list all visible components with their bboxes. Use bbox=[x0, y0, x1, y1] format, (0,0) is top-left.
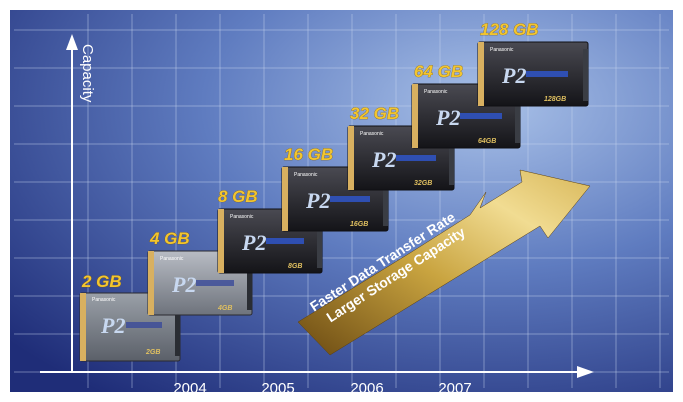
card-connector bbox=[317, 216, 322, 268]
capacity-label-32gb: 32 GB bbox=[350, 104, 399, 123]
p2-logo: P2 bbox=[435, 105, 460, 130]
card-gold-edge bbox=[148, 251, 154, 315]
card-gold-edge bbox=[412, 84, 418, 148]
card-size-mark: 128GB bbox=[544, 96, 566, 103]
card-stripe bbox=[196, 280, 234, 286]
capacity-label-128gb: 128 GB bbox=[480, 20, 539, 39]
x-axis-arrowhead bbox=[577, 366, 594, 378]
card-size-mark: 8GB bbox=[288, 263, 302, 270]
card-brand: Panasonic bbox=[360, 131, 384, 137]
card-brand: Panasonic bbox=[92, 297, 116, 303]
p2-logo: P2 bbox=[100, 313, 125, 338]
memory-cards: Panasonic P2 2GB 2 GB Panasonic P2 4GB 4… bbox=[79, 20, 589, 362]
capacity-label-2gb: 2 GB bbox=[81, 272, 122, 291]
card-brand: Panasonic bbox=[490, 47, 514, 53]
card-brand: Panasonic bbox=[294, 172, 318, 178]
p2-logo: P2 bbox=[371, 147, 396, 172]
capacity-label-64gb: 64 GB bbox=[414, 62, 463, 81]
card-connector bbox=[583, 49, 588, 101]
card-brand: Panasonic bbox=[230, 214, 254, 220]
capacity-label-16gb: 16 GB bbox=[284, 145, 333, 164]
card-size-mark: 4GB bbox=[217, 305, 232, 312]
axes bbox=[40, 34, 594, 378]
growth-arrow-shape bbox=[297, 169, 591, 356]
card-size-mark: 16GB bbox=[350, 221, 368, 228]
card-brand: Panasonic bbox=[424, 89, 448, 95]
capacity-label-8gb: 8 GB bbox=[218, 187, 258, 206]
card-gold-edge bbox=[80, 293, 86, 361]
card-connector bbox=[515, 91, 520, 143]
card-connector bbox=[449, 133, 454, 185]
card-brand: Panasonic bbox=[160, 256, 184, 262]
card-connector bbox=[247, 258, 252, 310]
p2-logo: P2 bbox=[305, 188, 330, 213]
card-stripe bbox=[396, 155, 436, 161]
card-gold-edge bbox=[282, 167, 288, 231]
card-stripe bbox=[266, 238, 304, 244]
card-size-mark: 64GB bbox=[478, 138, 496, 145]
p2-logo: P2 bbox=[501, 63, 526, 88]
x-axis-ticks: 2004 2005 2006 2007 bbox=[173, 380, 471, 397]
x-tick-label-2005: 2005 bbox=[261, 380, 294, 397]
card-stripe bbox=[126, 322, 162, 328]
card-size-mark: 32GB bbox=[414, 180, 432, 187]
y-axis-label: Capacity bbox=[79, 44, 96, 103]
p2-logo: P2 bbox=[171, 272, 196, 297]
card-gold-edge bbox=[478, 42, 484, 106]
x-tick-label-2006: 2006 bbox=[350, 380, 383, 397]
card-gold-edge bbox=[348, 126, 354, 190]
y-axis-arrowhead bbox=[66, 34, 78, 50]
card-connector bbox=[383, 174, 388, 226]
card-stripe bbox=[526, 71, 568, 77]
x-tick-label-2007: 2007 bbox=[438, 380, 471, 397]
x-tick-label-2004: 2004 bbox=[173, 380, 206, 397]
memory-card-128gb: Panasonic P2 128GB 128 GB bbox=[477, 20, 589, 107]
card-size-mark: 2GB bbox=[145, 349, 160, 356]
card-connector bbox=[175, 300, 180, 356]
card-stripe bbox=[460, 113, 502, 119]
p2-logo: P2 bbox=[241, 230, 266, 255]
capacity-label-4gb: 4 GB bbox=[149, 229, 190, 248]
card-stripe bbox=[330, 196, 370, 202]
card-gold-edge bbox=[218, 209, 224, 273]
